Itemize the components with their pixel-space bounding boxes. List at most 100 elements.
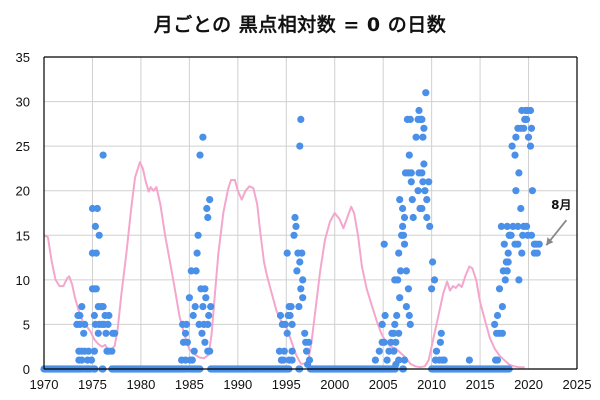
data-point: [400, 356, 409, 364]
data-point: [498, 303, 506, 311]
data-point: [189, 311, 197, 320]
data-point: [504, 249, 512, 257]
data-point: [288, 347, 296, 355]
data-point: [204, 320, 212, 328]
data-point: [296, 258, 304, 266]
data-point: [299, 276, 307, 284]
data-point: [87, 356, 96, 364]
data-point: [501, 276, 509, 284]
axes: [43, 56, 578, 370]
data-point: [409, 213, 417, 222]
data-point: [287, 303, 295, 311]
x-tick-label: 2005: [369, 377, 398, 392]
data-point: [188, 356, 196, 364]
data-point: [298, 249, 306, 257]
data-point: [276, 311, 285, 320]
data-point: [500, 240, 508, 248]
annotation-arrow-head: [546, 237, 554, 246]
y-tick-label: 10: [16, 273, 30, 288]
data-point: [102, 329, 110, 337]
chart-title: 月ごとの 黒点相対数 = 0 の日数: [153, 14, 447, 36]
x-tick-label: 1990: [223, 377, 252, 392]
data-point: [288, 320, 296, 328]
data-point: [503, 222, 511, 230]
data-point: [375, 347, 383, 355]
data-point: [418, 204, 426, 213]
data-point: [517, 204, 525, 213]
data-point: [104, 320, 112, 328]
data-point: [400, 213, 409, 222]
data-point: [440, 356, 448, 364]
x-tick-label: 2000: [320, 377, 349, 392]
data-point: [380, 240, 388, 248]
data-point: [280, 347, 288, 355]
data-point: [426, 222, 434, 230]
data-point: [491, 320, 499, 328]
y-tick-label: 30: [16, 95, 30, 110]
x-tick-label: 2010: [417, 377, 446, 392]
data-point: [182, 320, 191, 328]
data-point: [407, 169, 415, 177]
data-point: [423, 196, 431, 204]
data-point: [297, 115, 305, 123]
data-point: [196, 151, 204, 159]
data-point: [524, 133, 533, 141]
zero-days-points-layer: [40, 89, 543, 373]
data-point: [420, 160, 428, 168]
data-point: [283, 329, 291, 337]
data-point: [185, 294, 193, 302]
data-point: [405, 311, 413, 320]
data-point: [418, 169, 426, 177]
sunspot-curve-layer: [43, 161, 525, 369]
tick-labels: 1970 1975 1980 1985 1990 1995 2000 2005 2010 2015…: [16, 50, 592, 392]
data-point: [85, 347, 93, 355]
data-point: [402, 303, 410, 311]
data-point: [504, 258, 512, 266]
x-tick-label: 1995: [272, 377, 301, 392]
data-point: [399, 204, 407, 213]
data-point: [399, 231, 408, 239]
data-point: [495, 285, 504, 293]
data-point: [417, 115, 425, 123]
data-point: [94, 329, 102, 337]
data-point: [520, 124, 528, 132]
data-point: [400, 240, 409, 248]
data-point: [503, 267, 511, 275]
data-point: [80, 329, 88, 337]
data-point: [421, 187, 429, 195]
data-point: [432, 347, 441, 355]
data-point: [199, 133, 207, 141]
data-point: [507, 231, 515, 239]
data-point: [183, 338, 191, 346]
data-point: [288, 356, 296, 364]
data-point: [406, 320, 414, 328]
data-point: [91, 222, 99, 230]
y-tick-label: 15: [16, 228, 30, 243]
data-point: [397, 267, 405, 275]
data-point: [514, 240, 522, 248]
data-point: [515, 276, 523, 284]
data-point: [378, 320, 386, 328]
data-point: [383, 356, 391, 364]
data-point: [198, 329, 206, 337]
data-point: [290, 231, 298, 239]
x-tick-label: 2015: [466, 377, 495, 392]
data-point: [528, 187, 537, 195]
data-point: [395, 356, 403, 364]
data-point: [205, 311, 213, 320]
data-point: [303, 347, 311, 355]
data-point: [518, 249, 526, 257]
y-tick-label: 25: [16, 139, 30, 154]
data-point: [193, 249, 201, 257]
data-point: [206, 196, 214, 204]
x-tick-label: 1980: [126, 377, 155, 392]
data-point: [93, 204, 101, 213]
data-point: [422, 89, 430, 97]
data-point: [92, 285, 100, 293]
data-point: [194, 231, 202, 239]
data-point: [281, 320, 289, 328]
x-tick-label: 1970: [30, 377, 59, 392]
data-point: [380, 338, 388, 346]
data-point: [533, 249, 541, 257]
